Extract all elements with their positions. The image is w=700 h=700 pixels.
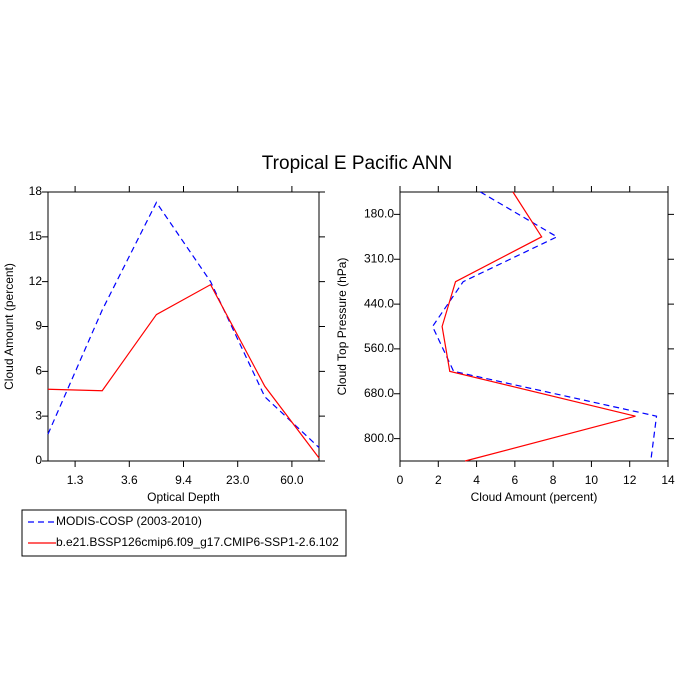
y-tick-label: 9 [35,319,42,333]
plot-frame [399,191,669,462]
series-line [47,201,320,448]
y-axis-label: Cloud Top Pressure (hPa) [335,258,349,396]
legend-box [21,509,347,557]
y-axis-label: Cloud Amount (percent) [2,263,16,390]
series-line [47,283,320,459]
y-tick-label: 6 [35,364,42,378]
legend-label: MODIS-COSP (2003-2010) [56,514,202,528]
y-tick-label: 12 [29,274,43,288]
x-tick-label: 3.6 [121,473,138,487]
x-tick-label: 1.3 [67,473,84,487]
x-axis-label: Cloud Amount (percent) [471,490,598,504]
chart-title: Tropical E Pacific ANN [262,153,452,174]
x-tick-label: 0 [397,473,404,487]
x-tick-label: 23.0 [226,473,250,487]
x-tick-label: 4 [473,473,480,487]
x-tick-label: 12 [623,473,637,487]
series-line [441,191,636,462]
x-tick-label: 9.4 [175,473,192,487]
x-tick-label: 8 [550,473,557,487]
y-tick-label: 180.0 [364,207,394,221]
x-tick-label: 14 [661,473,675,487]
x-tick-label: 2 [435,473,442,487]
x-tick-label: 6 [512,473,519,487]
y-tick-label: 15 [29,229,43,243]
y-tick-label: 310.0 [364,251,394,265]
x-tick-label: 10 [585,473,599,487]
x-tick-label: 60.0 [280,473,304,487]
y-tick-label: 0 [35,453,42,467]
y-tick-label: 680.0 [364,386,394,400]
y-tick-label: 560.0 [364,341,394,355]
y-tick-label: 3 [35,408,42,422]
legend-label: b.e21.BSSP126cmip6.f09_g17.CMIP6-SSP1-2.… [56,535,339,549]
y-tick-label: 800.0 [364,431,394,445]
x-axis-label: Optical Depth [147,490,220,504]
y-tick-label: 440.0 [364,296,394,310]
y-tick-label: 18 [29,184,43,198]
series-line [431,191,658,462]
